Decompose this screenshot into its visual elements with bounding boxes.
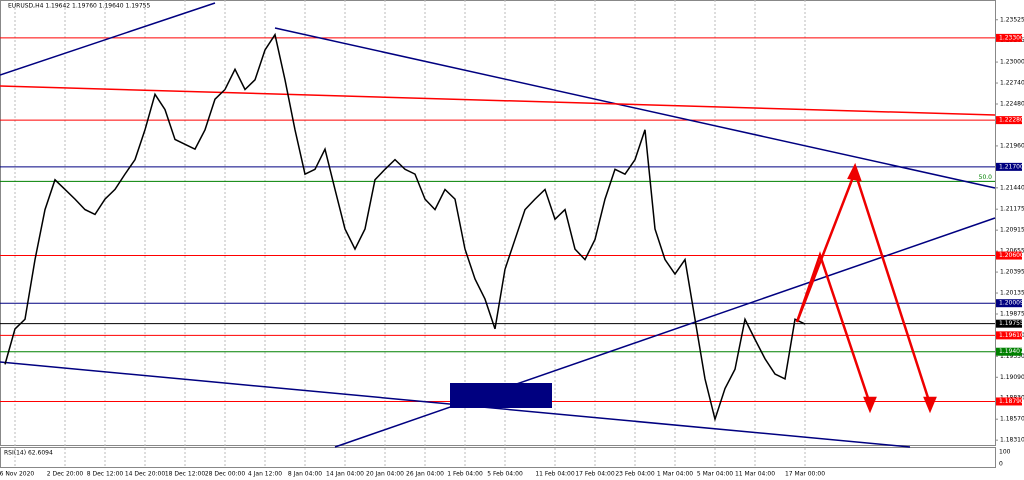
y-tick-label: 1.21440 xyxy=(1000,184,1024,191)
indicator-tick: 0 xyxy=(999,461,1003,468)
level-tag xyxy=(996,162,1022,171)
trendlines xyxy=(0,2,996,448)
level-label: 1.21700 xyxy=(999,163,1024,170)
trendline xyxy=(0,85,996,116)
x-tick-label: 26 Nov 2020 xyxy=(0,471,34,478)
level-label: 1.20600 xyxy=(999,252,1024,259)
x-tick-label: 4 Jan 12:00 xyxy=(248,471,282,478)
y-tick-label: 1.20135 xyxy=(1000,290,1024,297)
y-tick-label: 1.23000 xyxy=(1000,59,1024,66)
arrowhead xyxy=(923,396,937,414)
x-tick-label: 5 Mar 04:00 xyxy=(697,471,733,478)
y-tick-label: 1.19090 xyxy=(1000,374,1024,381)
indicator-title: RSI(14) 62.6094 xyxy=(4,450,53,457)
x-tick-label: 8 Dec 12:00 xyxy=(87,471,124,478)
x-tick-label: 18 Dec 12:00 xyxy=(165,471,206,478)
plot-frame xyxy=(0,0,996,446)
y-tick-label: 1.20655 xyxy=(1000,248,1024,255)
x-tick-label: 28 Dec 00:00 xyxy=(205,471,246,478)
x-tick-label: 11 Feb 04:00 xyxy=(535,471,575,478)
y-tick-label: 1.21175 xyxy=(1000,206,1024,213)
x-tick-label: 23 Feb 04:00 xyxy=(615,471,655,478)
level-label: 50.0 xyxy=(979,174,993,181)
y-tick-label: 1.19875 xyxy=(1000,310,1024,317)
trendline xyxy=(274,27,996,189)
arrows xyxy=(795,162,937,414)
level-tag xyxy=(996,331,1022,340)
trendline xyxy=(0,2,216,76)
x-tick-label: 5 Feb 04:00 xyxy=(487,471,523,478)
arrow xyxy=(795,168,932,405)
level-label: 1.19755 xyxy=(999,320,1024,327)
x-tick-label: 14 Jan 04:00 xyxy=(326,471,364,478)
y-tick-label: 1.23525 xyxy=(1000,16,1024,23)
level-label: 1.19610 xyxy=(999,332,1024,339)
level-tag xyxy=(996,251,1022,260)
x-tick-label: 17 Mar 00:00 xyxy=(785,471,825,478)
level-label: 1.22280 xyxy=(999,117,1024,124)
x-tick-label: 17 Feb 04:00 xyxy=(575,471,615,478)
y-tick-label: 1.19350 xyxy=(1000,353,1024,360)
price-line xyxy=(4,32,806,422)
chart-title: EURUSD,H4 1.19642 1.19760 1.19640 1.1975… xyxy=(8,3,150,10)
level-label: 1.23300 xyxy=(999,34,1024,41)
y-tick-label: 1.22740 xyxy=(1000,80,1024,87)
x-tick-label: 1 Mar 04:00 xyxy=(657,471,693,478)
y-tick-label: 1.22480 xyxy=(1000,100,1024,107)
marks xyxy=(4,32,806,422)
level-tag xyxy=(996,116,1022,125)
y-tick-label: 1.20915 xyxy=(1000,227,1024,234)
arrowhead xyxy=(863,396,877,414)
arrow xyxy=(795,251,872,405)
arrowhead xyxy=(847,162,862,182)
level-label: 1.19407 xyxy=(999,348,1024,355)
level-label: 1.20009 xyxy=(999,300,1024,307)
level-tag xyxy=(996,299,1022,308)
level-label: 1.18790 xyxy=(999,398,1024,405)
level-tag xyxy=(996,347,1022,356)
x-tick-label: 14 Dec 20:00 xyxy=(125,471,166,478)
x-tick-label: 1 Feb 04:00 xyxy=(447,471,483,478)
y-tick-label: 1.18310 xyxy=(1000,437,1024,444)
grid xyxy=(0,0,995,467)
x-tick-label: 26 Jan 04:00 xyxy=(406,471,444,478)
x-tick-label: 11 Mar 04:00 xyxy=(735,471,775,478)
level-tag xyxy=(996,397,1022,406)
x-tick-label: 8 Jan 04:00 xyxy=(288,471,322,478)
y-tick-label: 1.21960 xyxy=(1000,142,1024,149)
indicator-tick: 100 xyxy=(999,449,1011,456)
x-tick-label: 20 Jan 04:00 xyxy=(366,471,404,478)
level-tag xyxy=(996,319,1022,328)
x-tick-label: 2 Dec 20:00 xyxy=(47,471,84,478)
zone-box xyxy=(450,383,552,408)
y-tick-label: 1.20395 xyxy=(1000,269,1024,276)
trendline xyxy=(334,217,996,448)
level-tag xyxy=(996,33,1022,42)
y-tick-label: 1.18570 xyxy=(1000,416,1024,423)
indicator-frame xyxy=(0,447,996,468)
